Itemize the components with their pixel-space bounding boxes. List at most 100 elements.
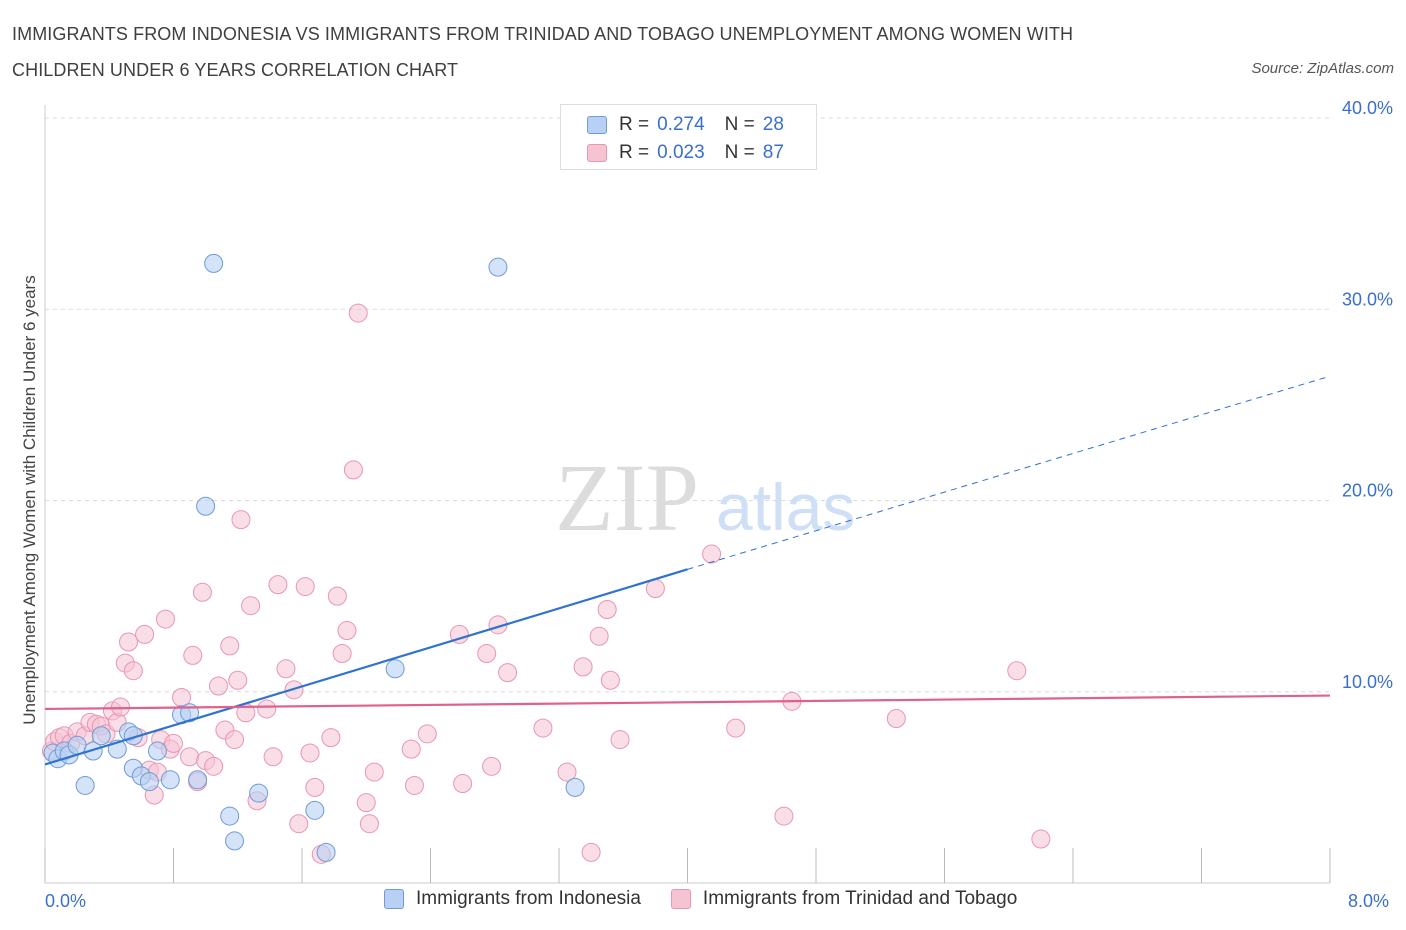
trinidad-tobago-point [600,670,620,690]
indonesia-point [385,659,405,679]
trinidad-tobago-point [610,730,630,750]
trinidad-tobago-point [300,743,320,763]
indonesia-trend-extension [687,375,1331,570]
legend-label-trinidad-tobago: Immigrants from Trinidad and Tobago [702,888,1018,909]
trinidad-tobago-point [1007,661,1027,681]
indonesia-point [196,496,216,516]
trinidad-tobago-point [241,596,261,616]
n-value-indonesia: 28 [762,114,784,135]
trinidad-tobago-point [123,661,143,681]
x-tick-max: 8.0% [1348,891,1390,911]
trend-lines [44,375,1331,766]
indonesia-swatch [587,116,607,134]
trinidad-tobago-swatch [587,144,607,162]
indonesia-point [249,783,269,803]
legend-label-indonesia: Immigrants from Indonesia [416,888,641,909]
indonesia-point [488,257,508,277]
chart-title: IMMIGRANTS FROM INDONESIA VS IMMIGRANTS … [12,24,1074,80]
indonesia-point [147,741,167,761]
trinidad-tobago-point [155,609,175,629]
indonesia-point [75,775,95,795]
trinidad-tobago-point [225,730,245,750]
legend-item-indonesia: Immigrants from Indonesia [384,888,641,910]
chart-source: Source: ZipAtlas.com [1251,60,1394,77]
correlation-legend: R = 0.274 N = 28 R = 0.023 N = 87 [560,104,817,170]
trinidad-tobago-point [774,806,794,826]
trinidad-tobago-point [295,577,315,597]
series-indonesia [43,253,585,862]
trinidad-tobago-point [417,724,437,744]
indonesia-legend-swatch [384,889,404,909]
indonesia-trend-line [44,568,688,766]
trinidad-tobago-point [343,460,363,480]
n-label: N = [724,142,755,163]
trinidad-tobago-legend-swatch [670,889,691,909]
trinidad-tobago-point [305,777,325,797]
trinidad-tobago-point [498,663,518,683]
y-tick-label: 20.0% [1342,481,1393,501]
trinidad-tobago-point [702,544,722,564]
trinidad-tobago-point [597,600,617,620]
y-tick-label: 30.0% [1342,289,1393,309]
trinidad-tobago-point [337,621,357,641]
trinidad-tobago-point [645,578,665,598]
trinidad-tobago-trend-line [44,694,1331,711]
trinidad-tobago-point [204,756,224,776]
trinidad-tobago-point [180,747,200,767]
trinidad-tobago-point [573,657,593,677]
trinidad-tobago-point [268,575,288,595]
indonesia-point [220,806,240,826]
trinidad-tobago-point [482,756,502,776]
trinidad-tobago-point [192,582,212,602]
watermark-zip: ZIP [555,444,699,551]
x-tick-min: 0.0% [45,891,87,911]
r-value-indonesia: 0.274 [657,114,705,135]
trinidad-tobago-point [327,586,347,606]
trinidad-tobago-point [401,739,421,759]
indonesia-point [316,842,336,862]
trinidad-tobago-point [453,774,473,794]
trinidad-tobago-point [533,718,553,738]
indonesia-point [305,800,325,820]
trinidad-tobago-point [289,814,309,834]
indonesia-point [204,253,224,273]
indonesia-point [139,772,159,792]
trinidad-tobago-point [364,762,384,782]
trinidad-tobago-point [263,747,283,767]
trinidad-tobago-point [257,699,277,719]
r-value-trinidad-tobago: 0.023 [657,142,705,163]
trinidad-tobago-point [581,842,601,862]
trinidad-tobago-point [220,636,240,656]
indonesia-point [91,726,111,746]
trinidad-tobago-point [135,624,155,644]
trinidad-tobago-point [477,644,497,663]
legend-row-trinidad-tobago: R = 0.023 N = 87 [587,140,784,166]
trinidad-tobago-point [321,728,341,748]
trinidad-tobago-point [164,733,183,753]
watermark-atlas: atlas [716,470,855,544]
indonesia-point [67,735,87,755]
gridlines [45,117,1330,693]
trinidad-tobago-point [231,510,251,530]
trinidad-tobago-point [276,659,296,679]
y-tick-label: 40.0% [1342,98,1393,118]
n-value-trinidad-tobago: 87 [762,142,784,163]
indonesia-point [160,770,180,790]
indonesia-point [565,777,585,797]
trinidad-tobago-point [726,718,746,738]
y-tick-labels: 10.0% 20.0% 30.0% 40.0% [1342,98,1393,692]
trinidad-tobago-point [119,632,139,652]
legend-item-trinidad-tobago: Immigrants from Trinidad and Tobago [670,888,1018,910]
indonesia-point [225,831,245,851]
trinidad-tobago-point [356,793,376,813]
trinidad-tobago-point [348,303,368,323]
trinidad-tobago-point [228,670,248,690]
trinidad-tobago-point [886,709,906,729]
trinidad-tobago-point [183,645,203,665]
legend-row-indonesia: R = 0.274 N = 28 [587,112,784,138]
trinidad-tobago-point [359,814,379,834]
trinidad-tobago-point [332,644,352,663]
r-label: R = [619,114,650,135]
series-legend: Immigrants from Indonesia Immigrants fro… [384,888,1047,910]
